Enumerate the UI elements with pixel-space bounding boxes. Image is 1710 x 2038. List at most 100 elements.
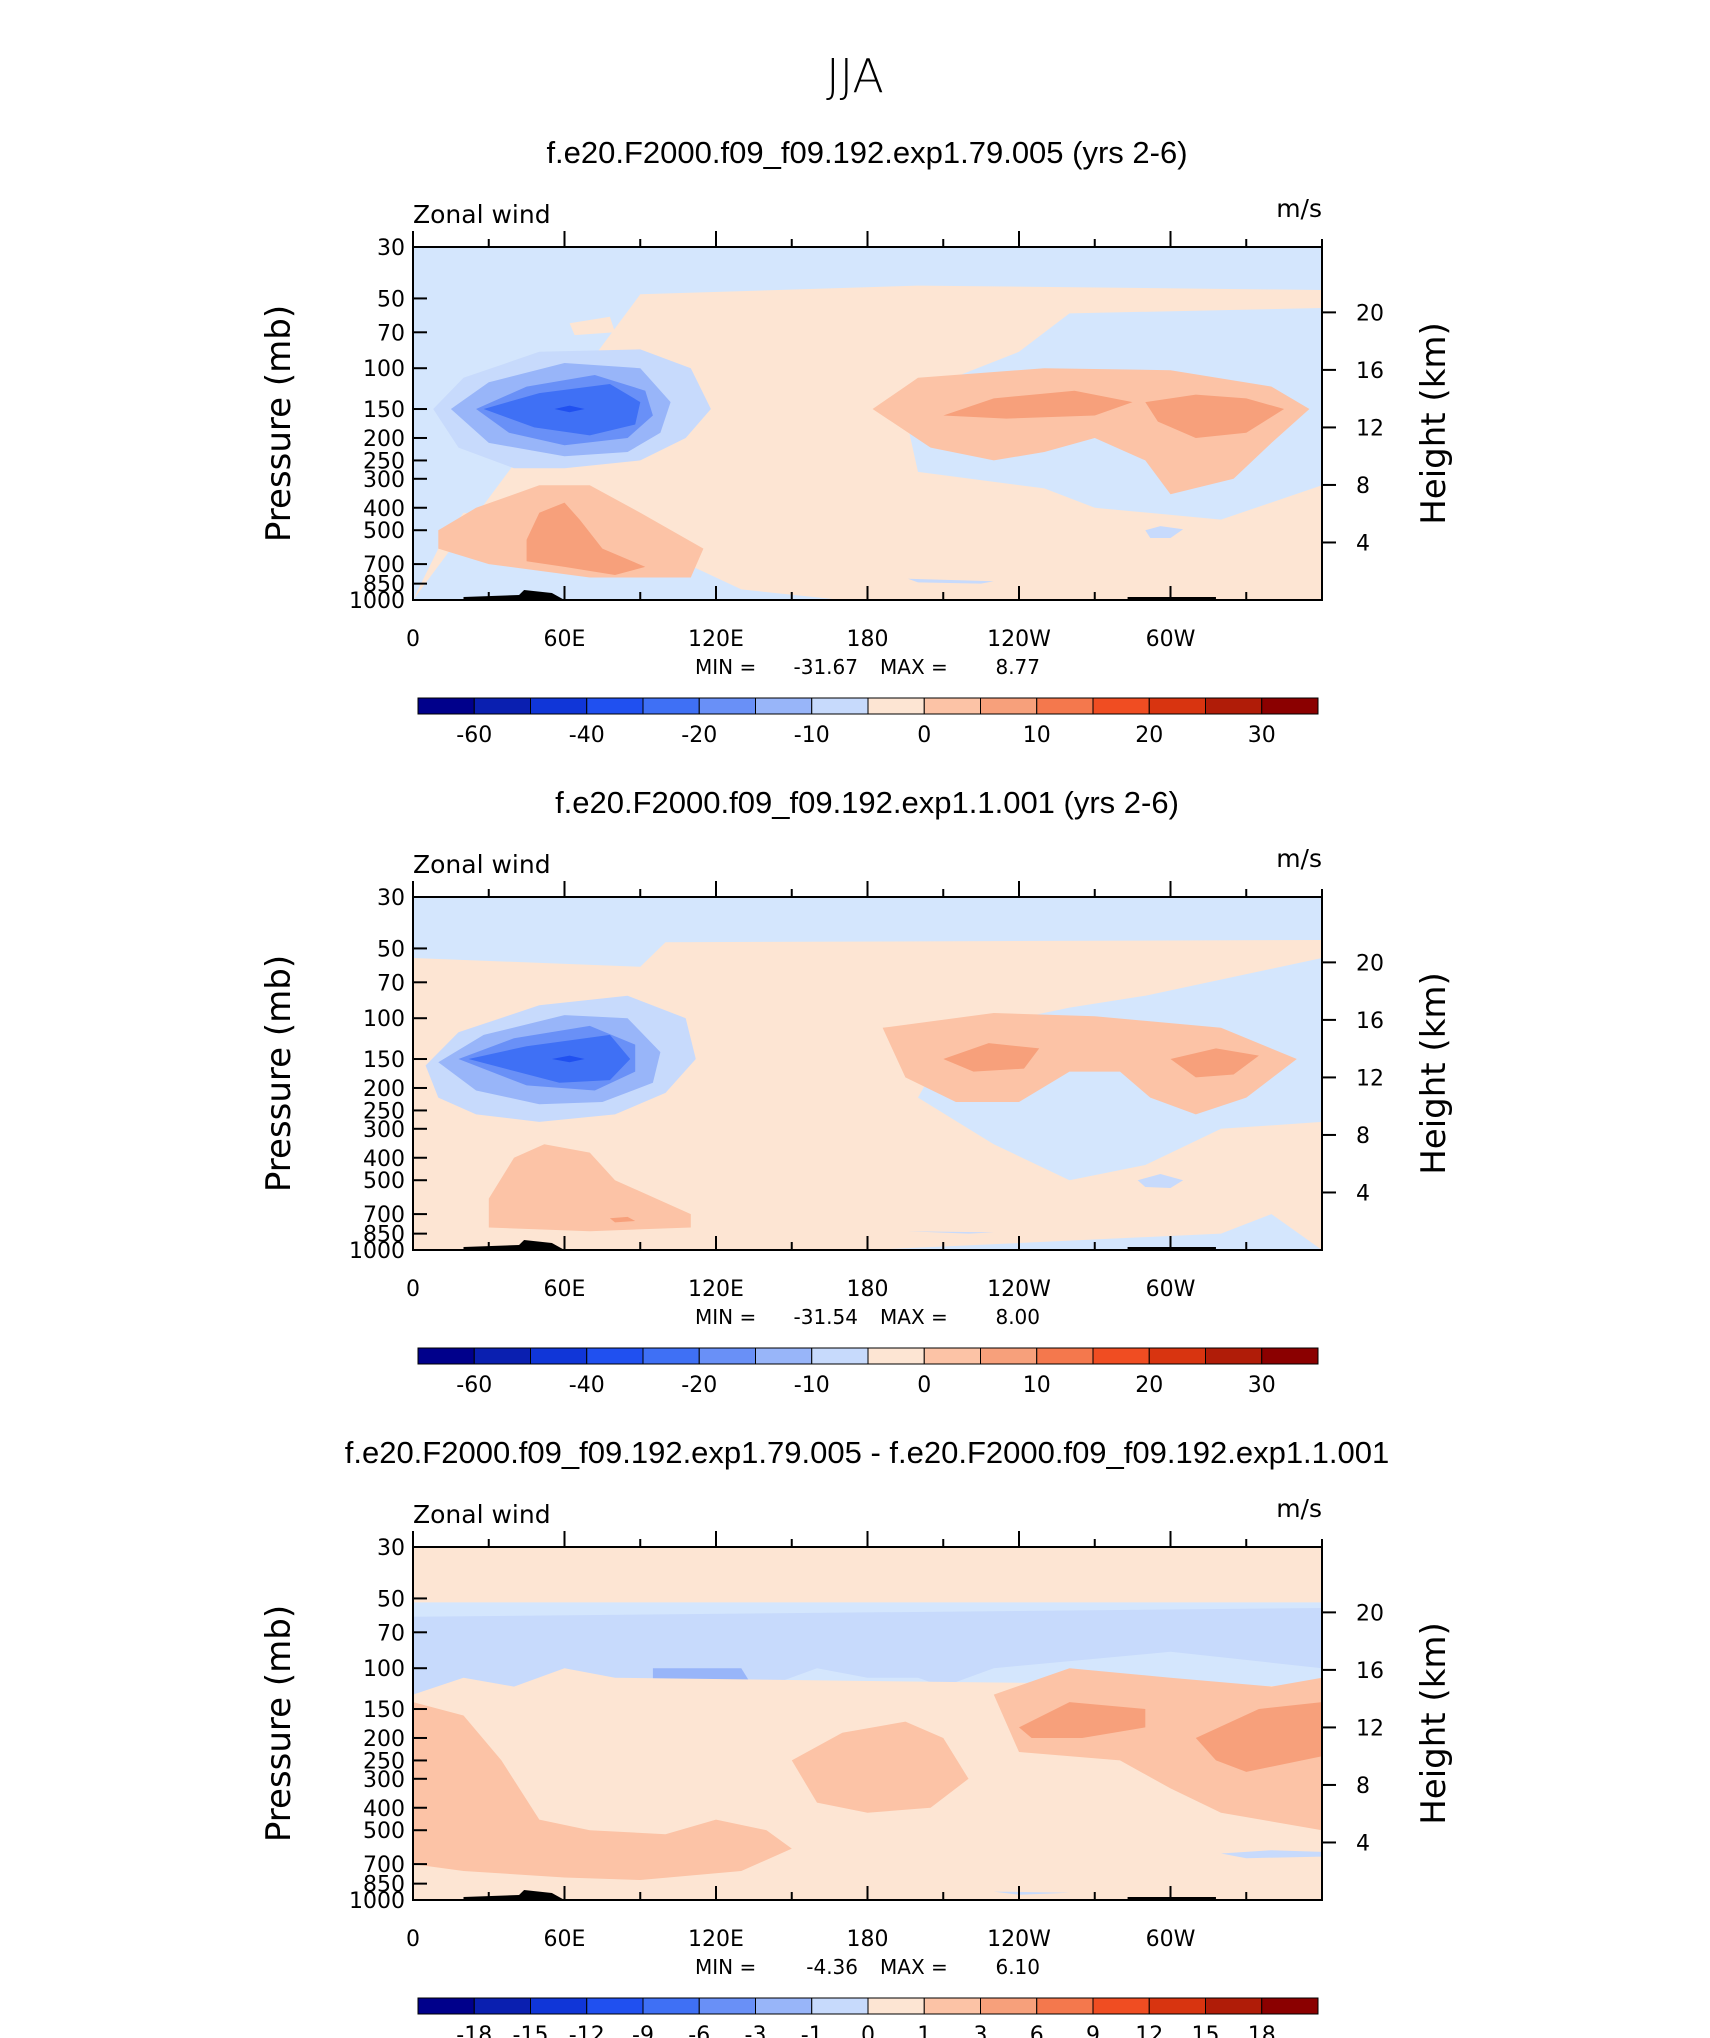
colorbar-swatch bbox=[1205, 1997, 1263, 2015]
contour-fill-5 bbox=[943, 390, 1133, 419]
x-tick-label: 60W bbox=[1146, 1277, 1196, 1302]
y-right-tick-label: 4 bbox=[1356, 1831, 1370, 1856]
colorbar-swatch bbox=[1148, 1997, 1206, 2015]
contour-fill-5 bbox=[1170, 1048, 1259, 1078]
colorbar-swatch bbox=[586, 1347, 644, 1365]
y-tick-label: 200 bbox=[363, 1727, 405, 1752]
colorbar-swatch bbox=[923, 1997, 981, 2015]
contour-fill-9 bbox=[1019, 1702, 1146, 1738]
min-label: MIN = bbox=[695, 1955, 756, 1979]
y-tick-label: 30 bbox=[377, 236, 405, 261]
x-tick-label: 120W bbox=[987, 1277, 1051, 1302]
colorbar-tick-label: -15 bbox=[513, 2023, 549, 2038]
y-tick-label: 500 bbox=[363, 1819, 405, 1844]
colorbar-tick-label: 20 bbox=[1135, 1373, 1163, 1398]
colorbar-tick-label: 10 bbox=[1023, 723, 1051, 748]
colorbar-swatch bbox=[530, 1997, 588, 2015]
figure-title: JJA bbox=[826, 49, 884, 103]
colorbar-tick-label: 0 bbox=[917, 723, 931, 748]
min-label: MIN = bbox=[695, 1305, 756, 1329]
y-right-tick-label: 16 bbox=[1356, 1009, 1384, 1034]
y-tick-label: 250 bbox=[363, 1749, 405, 1774]
colorbar-tick-label: 15 bbox=[1192, 2023, 1220, 2038]
y-tick-label: 1000 bbox=[349, 1889, 405, 1914]
zonal-wind-label: Zonal wind bbox=[413, 850, 551, 879]
min-label: MIN = bbox=[695, 655, 756, 679]
colorbar-tick-label: -1 bbox=[801, 2023, 823, 2038]
colorbar-tick-label: 0 bbox=[917, 1373, 931, 1398]
colorbar-swatch bbox=[1036, 1997, 1094, 2015]
y-tick-label: 200 bbox=[363, 427, 405, 452]
y-tick-label: 400 bbox=[363, 1797, 405, 1822]
contour-fill-6 bbox=[488, 1144, 691, 1232]
y-tick-label: 1000 bbox=[349, 1239, 405, 1264]
contour-fill-11 bbox=[1221, 1850, 1322, 1859]
y-tick-label: 70 bbox=[377, 1621, 405, 1646]
colorbar-tick-label: -12 bbox=[569, 2023, 605, 2038]
y-right-tick-label: 20 bbox=[1356, 1601, 1384, 1626]
y-right-tick-label: 4 bbox=[1356, 1181, 1370, 1206]
colorbar-swatch bbox=[417, 1997, 475, 2015]
x-tick-label: 180 bbox=[847, 627, 889, 652]
colorbar-swatch bbox=[755, 697, 813, 715]
units-label: m/s bbox=[1276, 1494, 1322, 1523]
y-tick-label: 70 bbox=[377, 321, 405, 346]
colorbar-swatch bbox=[980, 697, 1038, 715]
y-tick-label: 850 bbox=[363, 573, 405, 598]
y-right-tick-label: 16 bbox=[1356, 359, 1384, 384]
contour-fill-11 bbox=[468, 1034, 631, 1083]
colorbar-tick-label: -20 bbox=[681, 723, 717, 748]
topography bbox=[1127, 1897, 1216, 1900]
y-tick-label: 400 bbox=[363, 497, 405, 522]
colorbar-swatch bbox=[867, 1347, 925, 1365]
y-tick-label: 500 bbox=[363, 519, 405, 544]
colorbar: -60 -40 -20 -10 0 10 20 30 bbox=[417, 697, 1319, 748]
contour-fill-7 bbox=[791, 1721, 969, 1813]
contour-fill-8 bbox=[526, 502, 646, 575]
contour-fill-6 bbox=[1145, 394, 1285, 438]
panel-title: f.e20.F2000.f09_f09.192.exp1.1.001 (yrs … bbox=[555, 785, 1179, 820]
y-tick-label: 50 bbox=[377, 1587, 405, 1612]
y-tick-label: 30 bbox=[377, 1536, 405, 1561]
colorbar-swatch bbox=[923, 1347, 981, 1365]
colorbar-swatch bbox=[642, 1347, 700, 1365]
x-tick-label: 120E bbox=[688, 1277, 744, 1302]
y-tick-label: 100 bbox=[363, 357, 405, 382]
colorbar-swatch bbox=[473, 1997, 531, 2015]
colorbar-tick-label: -60 bbox=[456, 1373, 492, 1398]
y-tick-label: 100 bbox=[363, 1007, 405, 1032]
colorbar-tick-label: 3 bbox=[974, 2023, 988, 2038]
x-tick-label: 0 bbox=[406, 1927, 420, 1952]
colorbar-swatch bbox=[1092, 1997, 1150, 2015]
y-tick-label: 300 bbox=[363, 468, 405, 493]
colorbar-swatch bbox=[923, 697, 981, 715]
panel-3: f.e20.F2000.f09_f09.192.exp1.79.005 - f.… bbox=[259, 1435, 1454, 2038]
colorbar-swatch bbox=[530, 697, 588, 715]
topography bbox=[1127, 1247, 1216, 1250]
y-right-tick-label: 8 bbox=[1356, 1774, 1370, 1799]
colorbar-swatch bbox=[642, 1997, 700, 2015]
max-value: 8.77 bbox=[995, 655, 1040, 679]
y-right-tick-label: 12 bbox=[1356, 1066, 1384, 1091]
colorbar: -18 -15 -12 -9 -6 -3 -1 0 1 3 6 9 12 15 18 bbox=[417, 1997, 1319, 2038]
y-tick-label: 700 bbox=[363, 1203, 405, 1228]
y-axis-title: Pressure (mb) bbox=[259, 1605, 299, 1842]
colorbar-tick-label: -10 bbox=[794, 723, 830, 748]
x-tick-label: 60E bbox=[544, 1927, 586, 1952]
contour-fill-15 bbox=[907, 578, 994, 584]
y-right-tick-label: 12 bbox=[1356, 1716, 1384, 1741]
colorbar-swatch bbox=[1205, 1347, 1263, 1365]
contour-fill-14 bbox=[907, 1231, 994, 1234]
plot-area bbox=[412, 1531, 1323, 1901]
y-tick-label: 1000 bbox=[349, 589, 405, 614]
contour-fill-3 bbox=[882, 1013, 1297, 1115]
contour-fill-14 bbox=[1145, 526, 1184, 538]
colorbar-swatch bbox=[1148, 697, 1206, 715]
y-tick-label: 850 bbox=[363, 1223, 405, 1248]
plot-area bbox=[412, 231, 1323, 601]
y-right-tick-label: 8 bbox=[1356, 474, 1370, 499]
y-tick-label: 100 bbox=[363, 1657, 405, 1682]
y-tick-label: 150 bbox=[363, 1048, 405, 1073]
colorbar-tick-label: 30 bbox=[1248, 1373, 1276, 1398]
